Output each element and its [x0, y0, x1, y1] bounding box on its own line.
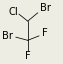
Text: F: F: [25, 51, 31, 61]
Text: Br: Br: [2, 31, 13, 41]
Text: Br: Br: [40, 3, 51, 13]
Text: F: F: [42, 28, 48, 38]
Text: Cl: Cl: [9, 7, 19, 17]
